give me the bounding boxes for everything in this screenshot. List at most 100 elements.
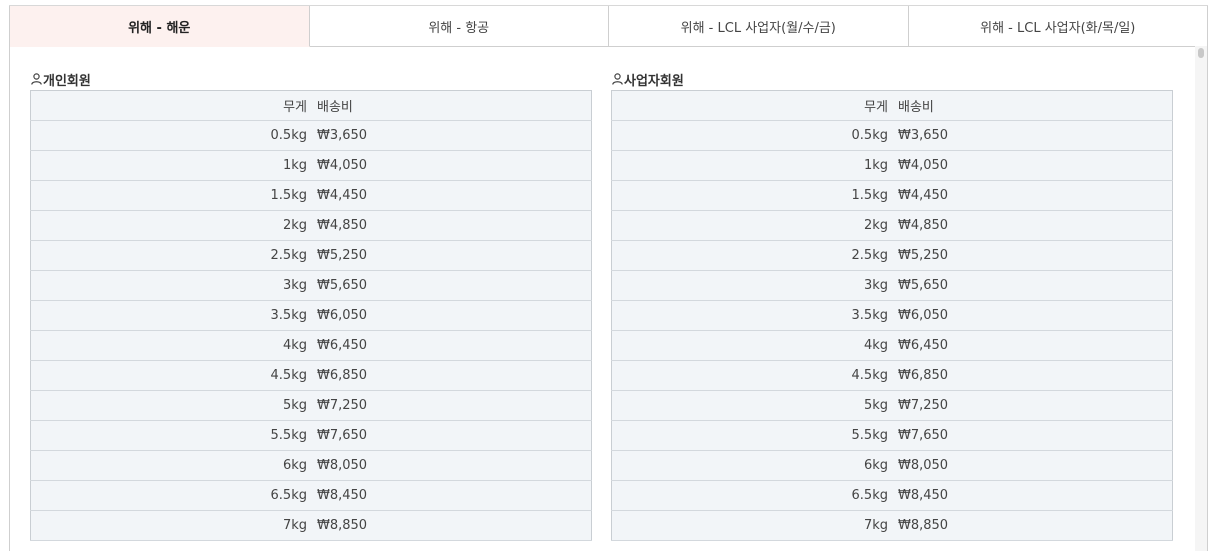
cost-cell: ₩8,850 <box>892 510 1173 541</box>
cost-cell: ₩6,050 <box>892 300 1173 331</box>
weight-cell: 6.5kg <box>611 480 892 511</box>
cost-cell: ₩7,250 <box>311 390 592 421</box>
table-row: 4kg ₩6,450 <box>611 330 1173 361</box>
tab-wihai-lcl-tue-thu-sun[interactable]: 위해 - LCL 사업자(화/목/일) <box>908 6 1208 47</box>
weight-cell: 0.5kg <box>30 120 311 151</box>
section-title: 사업자회원 <box>612 70 1173 89</box>
table-row: 0.5kg ₩3,650 <box>30 120 592 151</box>
business-member-section: 사업자회원 무게 배송비 0.5kg ₩3,650 1kg ₩4,050 1.5kg ₩4… <box>611 70 1173 541</box>
table-row: 6.5kg ₩8,450 <box>611 480 1173 511</box>
weight-cell: 3kg <box>30 270 311 301</box>
cost-cell: ₩8,050 <box>892 450 1173 481</box>
scrollbar-thumb[interactable] <box>1198 48 1204 58</box>
tab-bar: 위해 - 해운 위해 - 항공 위해 - LCL 사업자(월/수/금) 위해 -… <box>9 5 1208 47</box>
table-row: 3.5kg ₩6,050 <box>30 300 592 331</box>
table-header-row: 무게 배송비 <box>611 90 1173 121</box>
rates-table: 무게 배송비 0.5kg ₩3,650 1kg ₩4,050 1.5kg ₩4,450 2k… <box>30 90 592 541</box>
cost-cell: ₩3,650 <box>311 120 592 151</box>
cost-header: 배송비 <box>311 90 592 121</box>
weight-cell: 2kg <box>30 210 311 241</box>
table-row: 5.5kg ₩7,650 <box>611 420 1173 451</box>
cost-cell: ₩3,650 <box>892 120 1173 151</box>
weight-cell: 1.5kg <box>611 180 892 211</box>
table-row: 6kg ₩8,050 <box>30 450 592 481</box>
table-row: 2.5kg ₩5,250 <box>30 240 592 271</box>
table-body: 0.5kg ₩3,650 1kg ₩4,050 1.5kg ₩4,450 2kg ₩4,850… <box>30 120 592 541</box>
weight-cell: 6.5kg <box>30 480 311 511</box>
table-row: 2kg ₩4,850 <box>611 210 1173 241</box>
table-row: 1kg ₩4,050 <box>611 150 1173 181</box>
cost-cell: ₩8,050 <box>311 450 592 481</box>
weight-cell: 6kg <box>30 450 311 481</box>
cost-cell: ₩7,650 <box>892 420 1173 451</box>
table-row: 1kg ₩4,050 <box>30 150 592 181</box>
rates-panel: 개인회원 무게 배송비 0.5kg ₩3,650 1kg ₩4,050 1.5kg ₩4,… <box>9 46 1208 551</box>
weight-cell: 2.5kg <box>30 240 311 271</box>
weight-cell: 5.5kg <box>611 420 892 451</box>
weight-cell: 1kg <box>30 150 311 181</box>
table-row: 6.5kg ₩8,450 <box>30 480 592 511</box>
section-title-text: 개인회원 <box>43 73 91 89</box>
table-row: 1.5kg ₩4,450 <box>30 180 592 211</box>
weight-cell: 2.5kg <box>611 240 892 271</box>
cost-cell: ₩6,850 <box>311 360 592 391</box>
weight-cell: 4kg <box>30 330 311 361</box>
tab-wihai-sea[interactable]: 위해 - 해운 <box>9 6 310 47</box>
table-row: 4.5kg ₩6,850 <box>30 360 592 391</box>
individual-member-section: 개인회원 무게 배송비 0.5kg ₩3,650 1kg ₩4,050 1.5kg ₩4,… <box>30 70 592 541</box>
section-title: 개인회원 <box>31 70 592 89</box>
weight-cell: 0.5kg <box>611 120 892 151</box>
cost-cell: ₩4,450 <box>311 180 592 211</box>
weight-cell: 5.5kg <box>30 420 311 451</box>
cost-cell: ₩7,250 <box>892 390 1173 421</box>
cost-cell: ₩5,250 <box>311 240 592 271</box>
cost-header: 배송비 <box>892 90 1173 121</box>
cost-cell: ₩4,850 <box>311 210 592 241</box>
cost-cell: ₩5,650 <box>311 270 592 301</box>
weight-cell: 5kg <box>30 390 311 421</box>
tab-wihai-lcl-mon-wed-fri[interactable]: 위해 - LCL 사업자(월/수/금) <box>609 6 909 47</box>
tab-wihai-air[interactable]: 위해 - 항공 <box>309 6 609 47</box>
weight-cell: 7kg <box>30 510 311 541</box>
weight-cell: 4.5kg <box>30 360 311 391</box>
weight-header: 무게 <box>611 90 892 121</box>
weight-cell: 3kg <box>611 270 892 301</box>
cost-cell: ₩6,050 <box>311 300 592 331</box>
weight-header: 무게 <box>30 90 311 121</box>
table-row: 1.5kg ₩4,450 <box>611 180 1173 211</box>
cost-cell: ₩5,650 <box>892 270 1173 301</box>
table-row: 5.5kg ₩7,650 <box>30 420 592 451</box>
table-row: 7kg ₩8,850 <box>611 510 1173 541</box>
cost-cell: ₩7,650 <box>311 420 592 451</box>
weight-cell: 4kg <box>611 330 892 361</box>
cost-cell: ₩6,450 <box>892 330 1173 361</box>
weight-cell: 5kg <box>611 390 892 421</box>
cost-cell: ₩4,050 <box>311 150 592 181</box>
weight-cell: 7kg <box>611 510 892 541</box>
table-row: 3.5kg ₩6,050 <box>611 300 1173 331</box>
weight-cell: 3.5kg <box>611 300 892 331</box>
weight-cell: 6kg <box>611 450 892 481</box>
cost-cell: ₩4,450 <box>892 180 1173 211</box>
person-icon <box>31 73 42 85</box>
cost-cell: ₩6,450 <box>311 330 592 361</box>
table-row: 5kg ₩7,250 <box>611 390 1173 421</box>
cost-cell: ₩4,850 <box>892 210 1173 241</box>
cost-cell: ₩6,850 <box>892 360 1173 391</box>
table-row: 2.5kg ₩5,250 <box>611 240 1173 271</box>
table-header-row: 무게 배송비 <box>30 90 592 121</box>
table-row: 7kg ₩8,850 <box>30 510 592 541</box>
table-row: 3kg ₩5,650 <box>611 270 1173 301</box>
cost-cell: ₩8,850 <box>311 510 592 541</box>
table-row: 4.5kg ₩6,850 <box>611 360 1173 391</box>
table-row: 2kg ₩4,850 <box>30 210 592 241</box>
table-body: 0.5kg ₩3,650 1kg ₩4,050 1.5kg ₩4,450 2kg ₩4,850… <box>611 120 1173 541</box>
cost-cell: ₩8,450 <box>311 480 592 511</box>
person-icon <box>612 73 623 85</box>
cost-cell: ₩4,050 <box>892 150 1173 181</box>
vertical-scrollbar[interactable] <box>1195 46 1207 551</box>
cost-cell: ₩8,450 <box>892 480 1173 511</box>
weight-cell: 1kg <box>611 150 892 181</box>
section-title-text: 사업자회원 <box>624 73 684 89</box>
table-row: 0.5kg ₩3,650 <box>611 120 1173 151</box>
